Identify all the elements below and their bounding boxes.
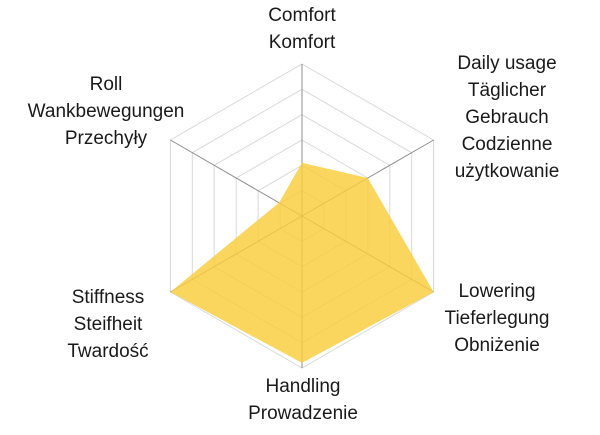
axis-label-line: Wankbewegungen	[27, 101, 185, 122]
axis-label-roll: Roll Wankbewegungen Przechyły	[28, 71, 185, 152]
axis-label-line: Roll	[89, 74, 123, 95]
axis-label-line: Handling	[265, 376, 341, 397]
axis-label-line: Daily usage	[457, 53, 557, 74]
axis-label-line: Twardość	[67, 341, 149, 362]
axis-label-line: użytkowanie	[454, 161, 560, 182]
radar-data-polygon	[170, 162, 434, 363]
axis-label-line: Täglicher	[467, 80, 547, 101]
axis-label-line: Obniżenie	[454, 335, 540, 356]
axis-label-line: Komfort	[268, 32, 336, 53]
axis-label-handling: Handling Prowadzenie	[248, 373, 358, 427]
axis-label-line: Lowering	[458, 281, 536, 302]
axis-label-line: Codzienne	[461, 134, 553, 155]
axis-label-line: Steifheit	[73, 314, 143, 335]
axis-label-line: Przechyły	[64, 128, 148, 149]
axis-label-lowering: Lowering Tieferlegung Obniżenie	[445, 278, 550, 359]
axis-label-line: Gebrauch	[465, 107, 549, 128]
axis-label-line: Tieferlegung	[444, 308, 550, 329]
axis-label-stiffness: Stiffness Steifheit Twardość	[67, 284, 148, 365]
axis-label-line: Comfort	[268, 5, 336, 26]
axis-label-line: Prowadzenie	[248, 403, 358, 424]
axis-label-comfort: Comfort Komfort	[268, 2, 336, 56]
axis-label-line: Stiffness	[71, 287, 145, 308]
axis-label-daily-usage: Daily usage Täglicher Gebrauch Codzienne…	[455, 50, 560, 185]
